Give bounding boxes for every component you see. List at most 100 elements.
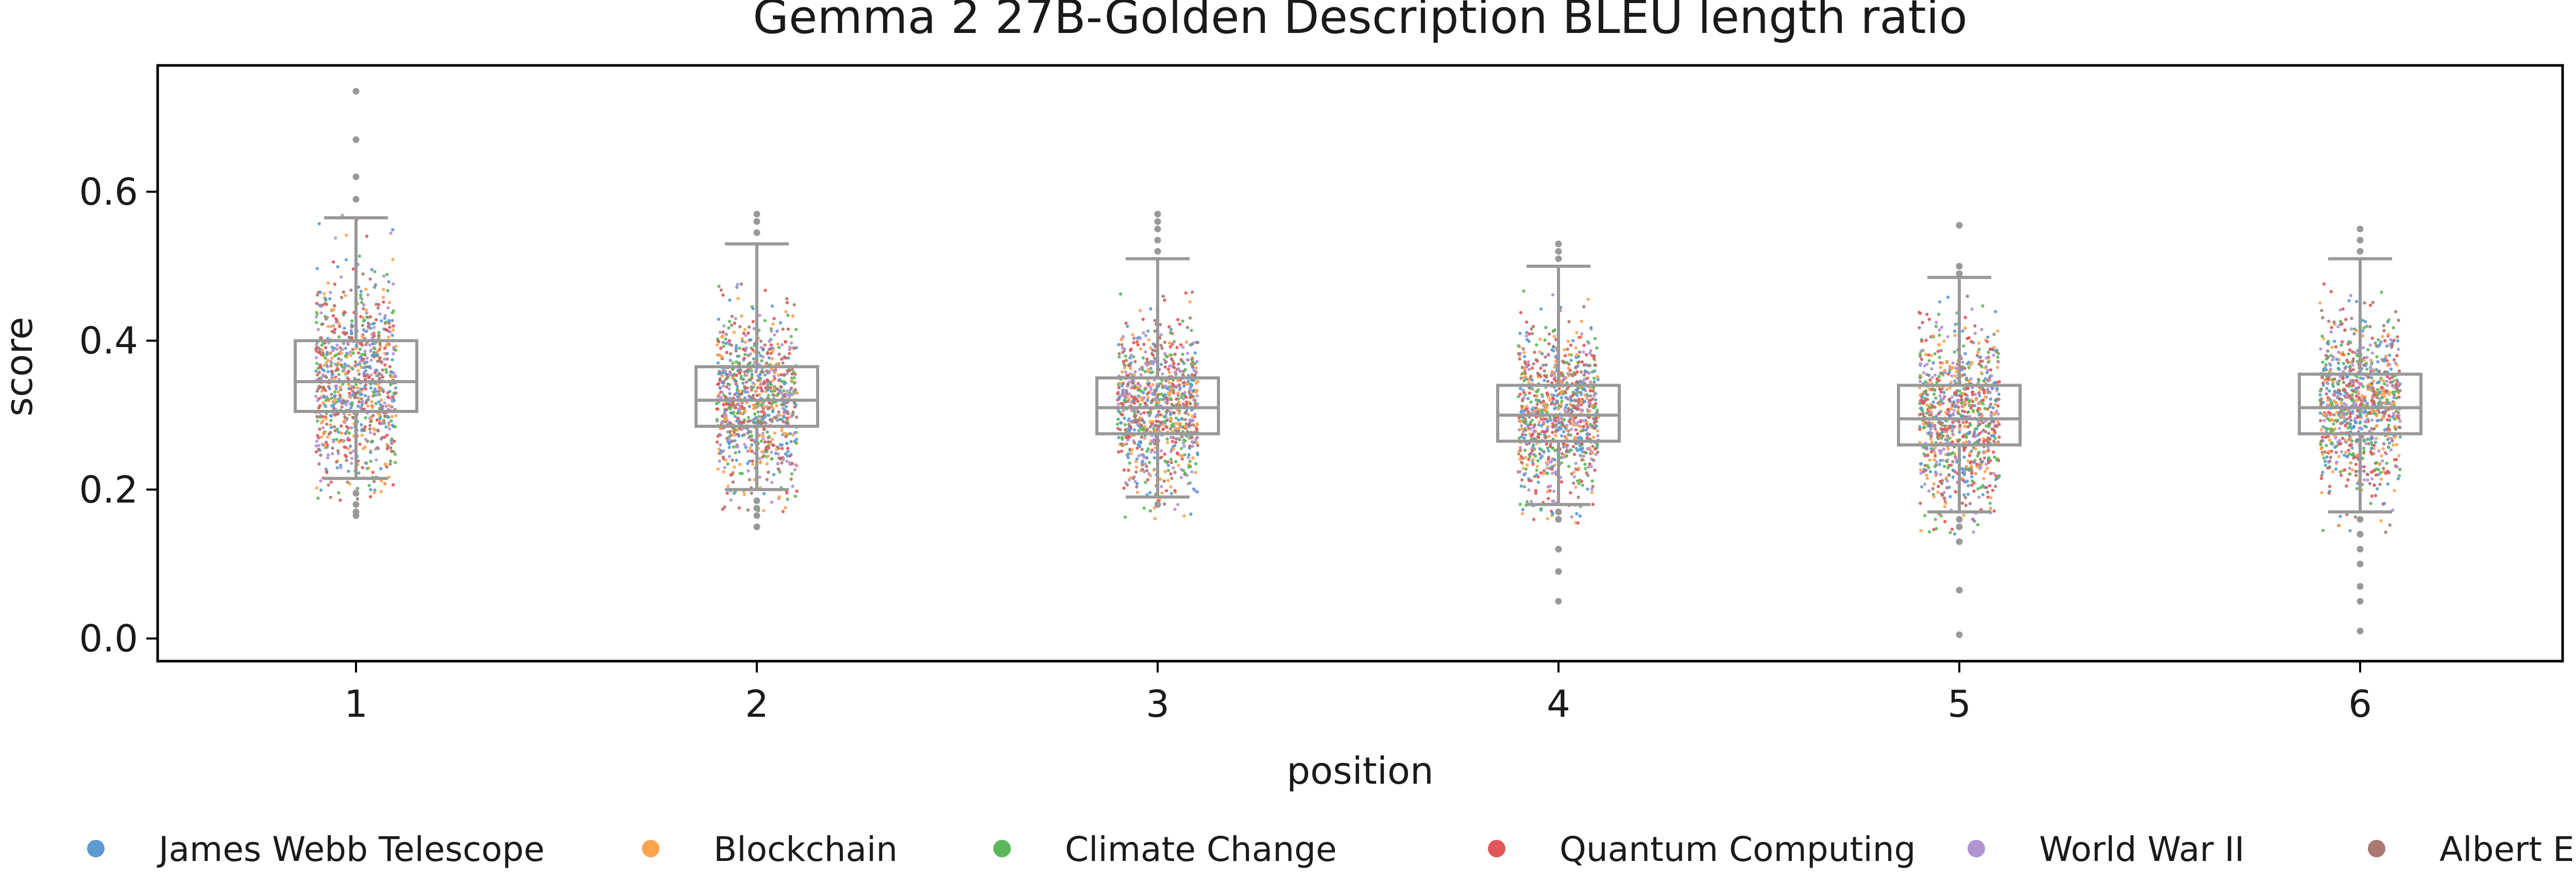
strip-point (369, 488, 372, 492)
strip-point (1967, 440, 1971, 443)
strip-point (323, 364, 326, 367)
strip-point (1191, 415, 1194, 418)
strip-point (1188, 444, 1192, 448)
strip-point (1146, 410, 1150, 415)
strip-point (1527, 339, 1531, 343)
strip-point (1171, 440, 1175, 443)
strip-point (794, 327, 798, 332)
strip-point (2354, 462, 2358, 467)
strip-point (369, 358, 373, 362)
strip-point (1593, 405, 1597, 408)
strip-point (360, 397, 363, 401)
strip-point (731, 412, 735, 416)
strip-point (1562, 418, 1566, 421)
strip-point (744, 346, 749, 350)
strip-point (746, 390, 750, 394)
strip-point (1976, 523, 1979, 527)
strip-point (1141, 317, 1145, 321)
strip-point (716, 343, 719, 347)
strip-point (728, 298, 732, 302)
strip-point (1579, 420, 1582, 424)
strip-point (1590, 404, 1594, 408)
strip-point (324, 417, 328, 421)
strip-point (1189, 464, 1192, 468)
strip-point (2369, 502, 2372, 505)
strip-point (1934, 324, 1938, 328)
strip-point (2319, 387, 2323, 391)
strip-point (1961, 405, 1965, 409)
strip-point (366, 293, 370, 297)
strip-point (335, 466, 339, 470)
strip-point (335, 460, 338, 464)
strip-point (1135, 485, 1139, 489)
strip-point (1927, 359, 1931, 363)
strip-point (346, 426, 350, 430)
strip-point (1153, 356, 1157, 360)
strip-point (329, 419, 333, 422)
strip-point (1178, 386, 1182, 390)
strip-point (1168, 331, 1173, 335)
strip-point (1567, 397, 1571, 401)
strip-point (390, 442, 394, 445)
strip-point (388, 365, 392, 369)
strip-point (1942, 491, 1946, 494)
strip-point (1593, 369, 1597, 373)
strip-point (1997, 435, 2001, 439)
strip-point (759, 386, 763, 390)
strip-point (392, 399, 396, 403)
strip-point (1964, 440, 1968, 444)
strip-point (1543, 378, 1546, 382)
strip-point (752, 393, 755, 397)
strip-point (385, 447, 389, 451)
strip-point (719, 288, 723, 292)
strip-point (1951, 427, 1954, 432)
strip-point (765, 382, 769, 386)
strip-point (1953, 532, 1957, 536)
strip-point (389, 446, 393, 450)
strip-point (1145, 364, 1149, 367)
strip-point (2338, 514, 2342, 519)
strip-point (1591, 444, 1595, 448)
strip-point (319, 488, 323, 492)
strip-point (391, 228, 395, 232)
strip-point (2376, 360, 2380, 364)
strip-point (1977, 348, 1981, 351)
strip-point (1141, 356, 1145, 360)
strip-point (1153, 506, 1156, 510)
strip-point (786, 327, 790, 331)
strip-point (1963, 373, 1967, 376)
strip-point (1180, 417, 1184, 421)
strip-point (1170, 476, 1174, 480)
strip-point (377, 334, 381, 337)
strip-point (1931, 487, 1935, 491)
strip-point (1552, 329, 1555, 333)
strip-point (1918, 352, 1922, 356)
strip-point (756, 418, 760, 422)
strip-point (1133, 370, 1137, 374)
strip-point (777, 352, 781, 356)
strip-point (1961, 365, 1965, 369)
strip-point (1580, 458, 1584, 462)
strip-point (388, 462, 392, 466)
strip-point (719, 347, 723, 350)
strip-point (2393, 390, 2397, 393)
strip-point (1976, 410, 1980, 413)
strip-point (1575, 370, 1579, 374)
strip-point (782, 415, 786, 419)
strip-point (2395, 354, 2399, 357)
strip-point (362, 303, 366, 307)
strip-point (1539, 307, 1543, 311)
strip-point (1163, 352, 1167, 355)
strip-point (369, 459, 372, 463)
strip-point (1961, 471, 1964, 475)
strip-point (1120, 343, 1124, 347)
strip-point (1544, 355, 1547, 359)
strip-point (1991, 406, 1995, 410)
strip-point (344, 294, 347, 297)
strip-point (2365, 356, 2369, 359)
strip-point (331, 452, 334, 456)
strip-point (1141, 468, 1144, 471)
strip-point (1159, 363, 1163, 366)
strip-point (1556, 428, 1560, 432)
strip-point (1183, 418, 1188, 421)
